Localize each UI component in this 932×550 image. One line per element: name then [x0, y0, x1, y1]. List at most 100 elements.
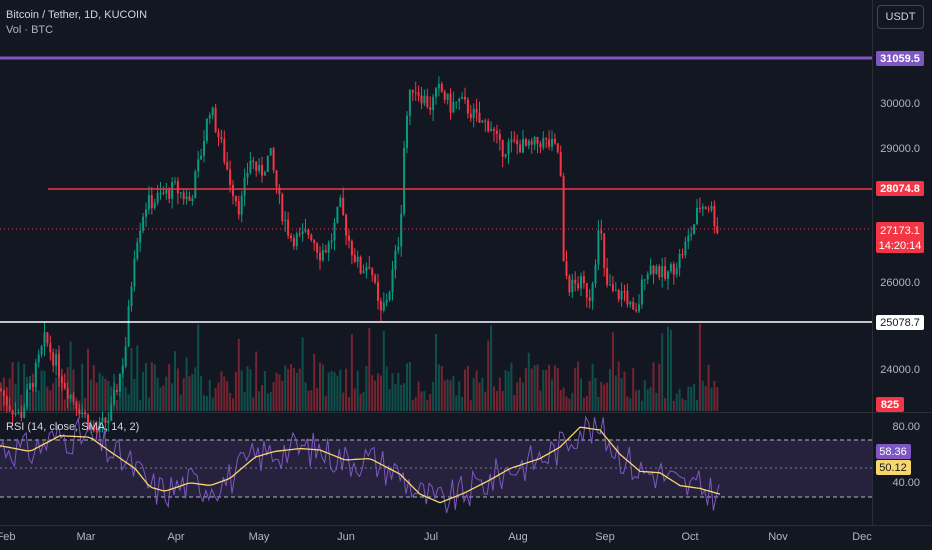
candle-body — [687, 235, 690, 242]
candle-body — [553, 138, 556, 144]
rsi-line — [0, 415, 720, 514]
candle-body — [60, 376, 63, 383]
volume-bar — [635, 390, 638, 411]
volume-bar — [43, 371, 46, 411]
volume-bar — [478, 382, 481, 411]
volume-bar — [301, 337, 304, 411]
volume-bar — [609, 368, 611, 411]
candle-body — [658, 266, 661, 278]
volume-bar — [397, 372, 400, 411]
symbol-title[interactable]: Bitcoin / Tether, 1D, KUCOIN — [6, 9, 148, 21]
candle-body — [58, 354, 60, 377]
volume-bar — [487, 340, 490, 411]
volume-bar — [324, 396, 327, 411]
volume-bar — [716, 386, 719, 411]
candle-body — [693, 224, 696, 235]
candle-body — [649, 265, 652, 275]
candle-body — [698, 207, 701, 209]
svg-text:31059.5: 31059.5 — [880, 53, 920, 65]
volume-bar — [588, 381, 591, 411]
candle-body — [23, 407, 26, 418]
candle-body — [504, 154, 507, 157]
volume-bar — [182, 378, 185, 411]
volume-bar — [243, 391, 246, 411]
candle-body — [701, 206, 704, 209]
volume-bar — [255, 351, 258, 411]
volume-bar — [522, 382, 524, 411]
volume-bar — [707, 364, 710, 411]
volume-bar — [493, 386, 495, 411]
candle-body — [116, 390, 118, 392]
volume-bar — [603, 384, 606, 411]
candle-body — [203, 140, 205, 156]
candle-body — [388, 292, 391, 301]
candle-body — [713, 205, 716, 227]
candle-body — [490, 129, 493, 132]
svg-text:28074.8: 28074.8 — [880, 183, 920, 195]
candle-body — [313, 240, 316, 244]
candle-body — [582, 276, 585, 284]
volume-bar — [327, 372, 330, 411]
candle-body — [536, 136, 539, 144]
candle-body — [223, 139, 226, 162]
candle-body — [379, 300, 382, 311]
candle-body — [104, 417, 107, 423]
volume-bar — [400, 384, 403, 411]
svg-text:25078.7: 25078.7 — [880, 317, 920, 329]
candle-body — [261, 164, 263, 176]
candle-body — [258, 164, 261, 171]
volume-bar — [168, 364, 171, 411]
candle-body — [176, 181, 179, 194]
volume-bar — [40, 370, 43, 411]
volume-bar — [371, 375, 374, 411]
candle-body — [159, 192, 162, 194]
volume-bar — [153, 364, 156, 411]
candle-body — [136, 242, 139, 259]
candle-body — [272, 148, 275, 171]
rsi-sma-line — [0, 426, 721, 504]
candle-body — [292, 238, 295, 247]
volume-bar — [623, 371, 626, 411]
time-label: Dec — [852, 531, 872, 543]
candle-body — [301, 231, 304, 235]
candle-body — [234, 195, 237, 202]
candle-body — [397, 246, 400, 251]
candle-body — [84, 412, 87, 415]
volume-bar — [498, 377, 501, 411]
candle-body — [440, 83, 443, 92]
volume-label[interactable]: Vol · BTC — [6, 24, 54, 36]
candle-body — [348, 235, 350, 241]
chart-legend[interactable]: Bitcoin / Tether, 1D, KUCOIN Vol · BTC — [6, 8, 147, 38]
candle-body — [585, 283, 588, 298]
candle-body — [646, 274, 649, 280]
candle-body — [263, 171, 266, 176]
volume-bar — [551, 379, 553, 411]
candle-body — [510, 139, 513, 143]
volume-bar — [501, 391, 504, 411]
volume-bar — [249, 369, 252, 411]
candle-body — [269, 148, 272, 156]
rsi-legend[interactable]: RSI (14, close, SMA, 14, 2) — [6, 421, 140, 433]
candle-body — [188, 196, 191, 201]
candle-body — [606, 268, 609, 285]
volume-bar — [348, 397, 350, 411]
price-axis[interactable]: 30000.0 29000.0 26000.0 24000.0 80.00 40… — [880, 98, 920, 489]
volume-bar — [614, 375, 617, 411]
candle-body — [118, 373, 121, 392]
currency-button[interactable]: USDT — [877, 5, 924, 29]
candle-body — [464, 96, 466, 100]
volume-bar — [577, 361, 580, 411]
volume-bar — [55, 377, 58, 411]
candle-body — [565, 261, 568, 277]
candle-body — [620, 290, 623, 300]
volume-bar — [426, 399, 429, 411]
candle-body — [295, 233, 298, 247]
volume-bar — [678, 388, 681, 411]
volume-bar — [379, 375, 382, 411]
time-axis[interactable]: Feb Mar Apr May Jun Jul Aug Sep Oct Nov … — [0, 531, 872, 543]
candle-body — [568, 276, 571, 293]
candle-body — [696, 207, 698, 225]
candle-body — [153, 202, 156, 209]
